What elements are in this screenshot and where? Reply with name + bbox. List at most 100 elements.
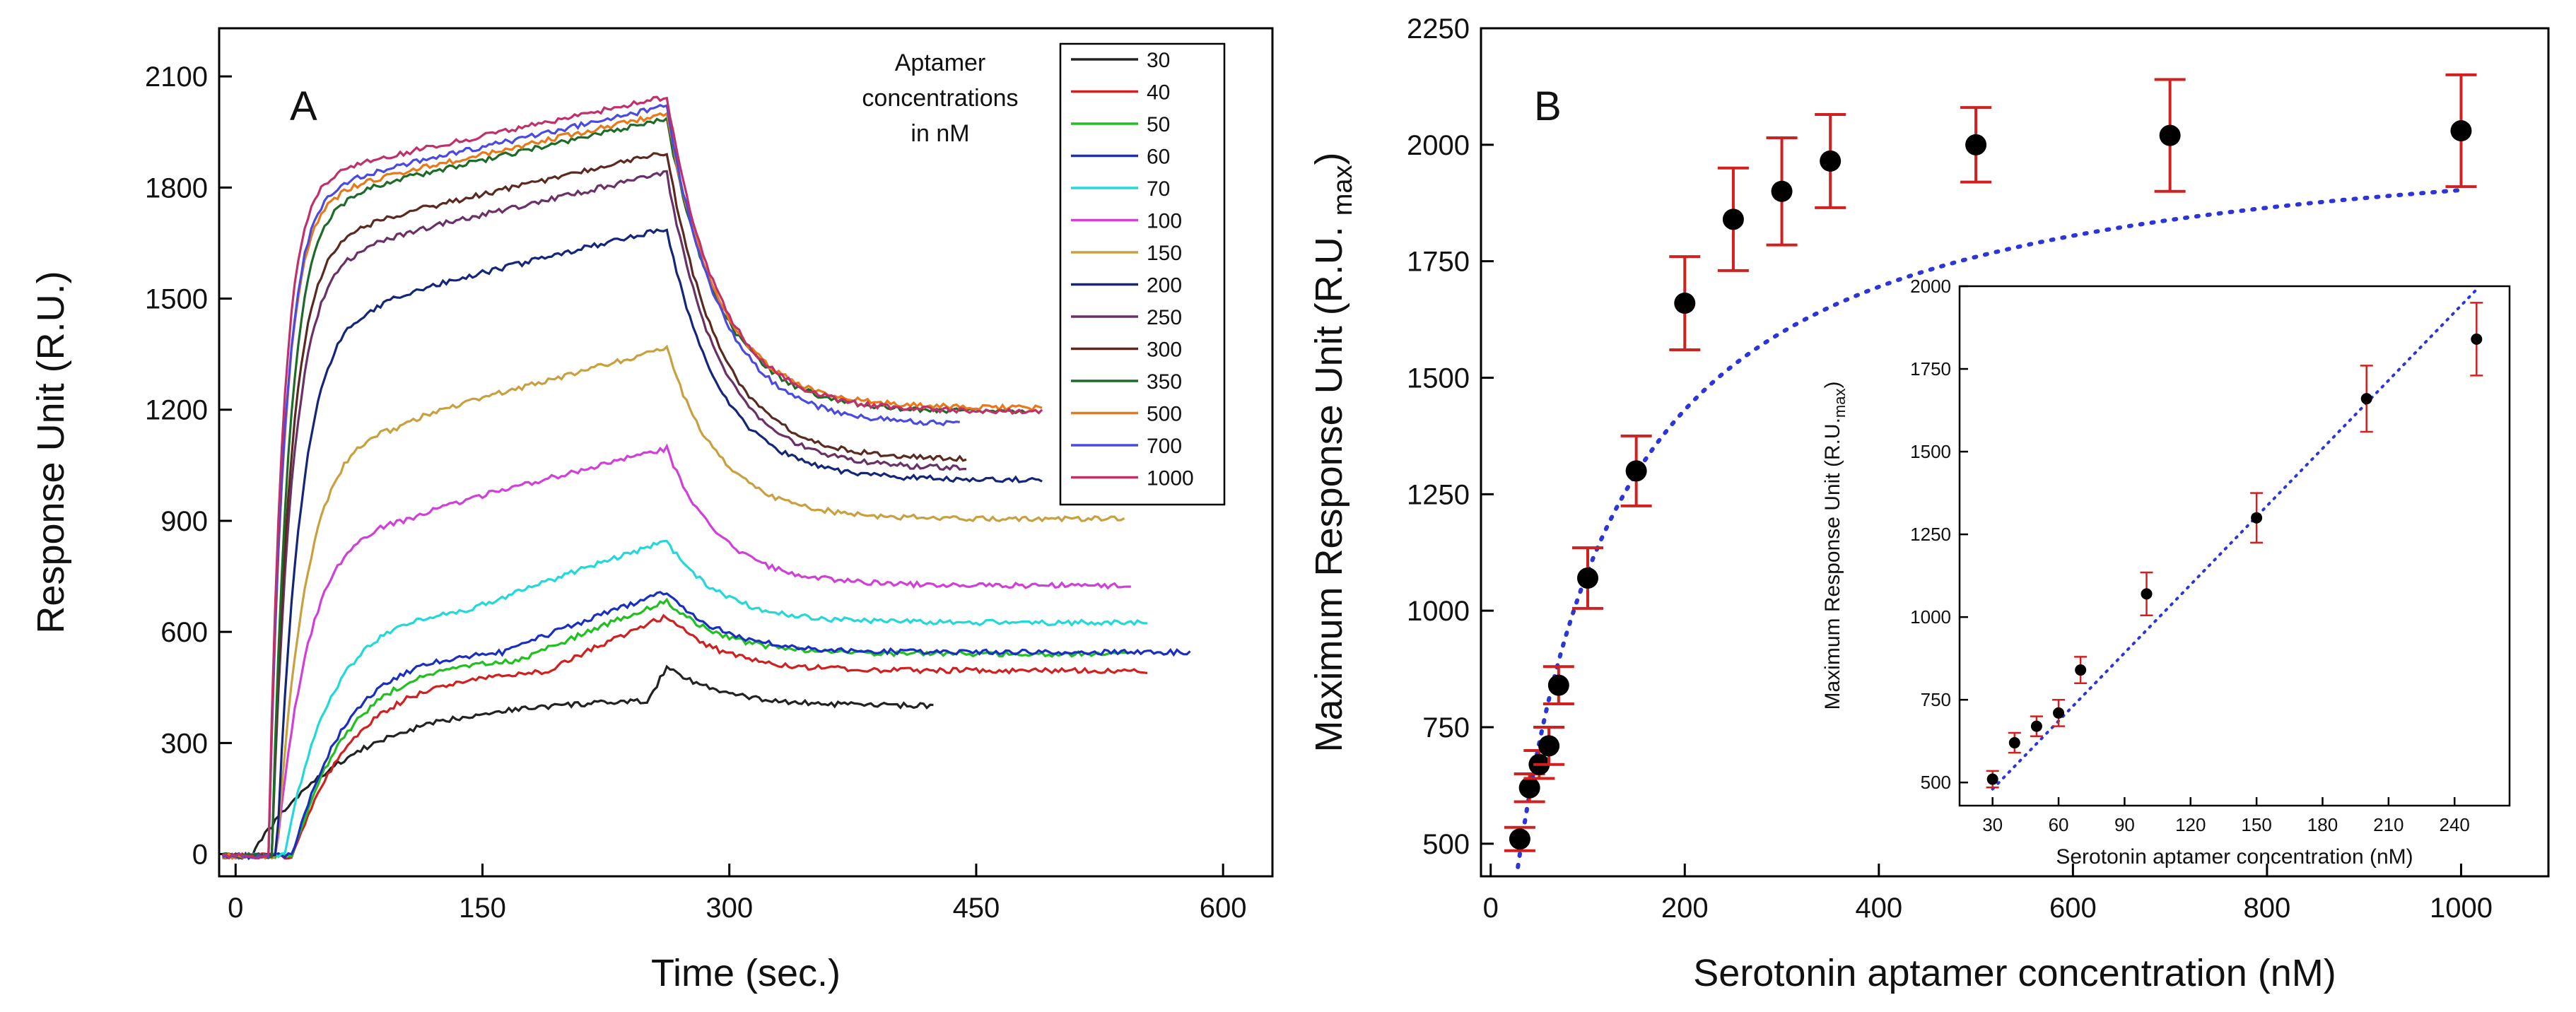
panel-b-y-tick-label: 2250 xyxy=(1407,13,1470,45)
inset-x-tick-label: 240 xyxy=(2440,814,2470,835)
panel-b-y-axis-label: Maximum Response Unit (R.U. max) xyxy=(1308,153,1358,753)
legend-label-40: 40 xyxy=(1147,81,1170,105)
panel-b-x-ticks: 0 200 400 600 800 1000 xyxy=(1483,864,2493,924)
panel-a-x-tick-label: 150 xyxy=(459,893,506,924)
panel-b-x-tick-label: 0 xyxy=(1483,893,1499,924)
panel-a-y-tick-label: 0 xyxy=(192,840,208,871)
series-line-300nM xyxy=(222,152,967,859)
series-line-1000nM xyxy=(221,95,1043,860)
legend-title-line-3: in nM xyxy=(911,120,969,147)
data-point-70nM xyxy=(1547,674,1569,696)
series-line-50nM xyxy=(222,597,1132,860)
legend-label-1000: 1000 xyxy=(1147,467,1194,490)
panel-a-series-lines xyxy=(221,95,1191,861)
data-point-300nM xyxy=(1771,180,1793,202)
legend-label-30: 30 xyxy=(1147,49,1170,72)
inset-x-tick-label: 210 xyxy=(2373,814,2404,835)
series-line-30nM xyxy=(222,664,934,859)
inset-data-point-50nM xyxy=(2030,720,2042,732)
inset-fit-line xyxy=(1991,288,2478,791)
series-line-60nM xyxy=(221,591,1191,861)
data-point-150nM xyxy=(1625,460,1647,482)
inset-y-tick-label: 500 xyxy=(1921,772,1951,793)
inset-plot-frame xyxy=(1958,285,2511,807)
inset-x-tick-label: 90 xyxy=(2114,814,2135,835)
inset-data-point-100nM xyxy=(2141,588,2153,600)
panel-b-inset-chart: 30 60 90 120 150 180 210 240 500 750 1000 1250 1500… xyxy=(1821,276,2511,869)
inset-y-ticks: 500 750 1000 1250 1500 1750 2000 xyxy=(1910,276,1968,793)
series-line-500nM xyxy=(221,111,1043,860)
panel-b-x-tick-label: 200 xyxy=(1661,893,1709,924)
data-point-250nM xyxy=(1722,208,1744,230)
panel-a-x-tick-label: 600 xyxy=(1200,893,1247,924)
panel-a-chart: A 0 150 300 450 600 0 300 600 900 1200 1500 1800 21… xyxy=(30,27,1274,994)
data-point-60nM xyxy=(1538,735,1560,757)
inset-y-tick-label: 1000 xyxy=(1910,606,1951,628)
panel-a-y-ticks: 0 300 600 900 1200 1500 1800 2100 xyxy=(145,61,232,871)
panel-a-x-axis-label: Time (sec.) xyxy=(651,952,841,994)
inset-x-tick-label: 120 xyxy=(2175,814,2206,835)
inset-y-tick-label: 2000 xyxy=(1910,276,1951,297)
inset-y-tick-label: 1500 xyxy=(1910,441,1951,462)
legend-label-500: 500 xyxy=(1147,403,1182,426)
panel-b-y-axis-label-close: ) xyxy=(1308,153,1350,165)
inset-data-point-30nM xyxy=(1986,773,1998,785)
series-line-700nM xyxy=(222,104,960,859)
panel-a-y-tick-label: 600 xyxy=(160,617,208,648)
panel-b-y-tick-label: 1500 xyxy=(1407,363,1470,394)
panel-b-y-tick-label: 750 xyxy=(1422,712,1470,743)
legend-title-line-2: concentrations xyxy=(862,85,1018,112)
legend-label-50: 50 xyxy=(1147,113,1170,136)
legend-label-300: 300 xyxy=(1147,339,1182,362)
panel-a-plot-frame xyxy=(218,27,1274,878)
panel-a-y-tick-label: 1200 xyxy=(145,395,208,426)
panel-a-x-tick-label: 0 xyxy=(228,893,243,924)
panel-a-y-tick-label: 300 xyxy=(160,728,208,759)
panel-b-x-tick-label: 1000 xyxy=(2430,893,2493,924)
legend-label-70: 70 xyxy=(1147,177,1170,201)
panel-b-y-tick-label: 1250 xyxy=(1407,479,1470,510)
data-point-40nM xyxy=(1518,777,1540,799)
inset-x-tick-label: 60 xyxy=(2049,814,2069,835)
series-line-40nM xyxy=(222,613,1148,860)
inset-data-point-60nM xyxy=(2053,707,2065,719)
inset-x-tick-label: 180 xyxy=(2307,814,2338,835)
data-point-1000nM xyxy=(2450,120,2472,142)
series-line-150nM xyxy=(222,344,1125,859)
legend-label-350: 350 xyxy=(1147,370,1182,394)
inset-data-point-40nM xyxy=(2008,737,2020,749)
panel-a-letter: A xyxy=(290,83,317,129)
data-point-350nM xyxy=(1820,150,1842,172)
panel-a-y-tick-label: 1800 xyxy=(145,172,208,204)
inset-x-tick-label: 30 xyxy=(1982,814,2003,835)
panel-b-data-points xyxy=(1504,73,2477,852)
panel-a-y-tick-label: 2100 xyxy=(145,61,208,93)
panel-a-y-tick-label: 1500 xyxy=(145,284,208,315)
legend-label-100: 100 xyxy=(1147,210,1182,233)
inset-y-tick-label: 1750 xyxy=(1910,358,1951,380)
panel-b-y-tick-label: 2000 xyxy=(1407,130,1470,161)
series-line-70nM xyxy=(221,539,1148,860)
panel-b-y-axis-label-main: Maximum Response Unit (R.U. xyxy=(1308,216,1350,752)
legend-label-200: 200 xyxy=(1147,274,1182,298)
panel-b-y-tick-label: 500 xyxy=(1422,829,1470,860)
series-line-200nM xyxy=(221,228,1043,860)
legend-label-60: 60 xyxy=(1147,146,1170,169)
data-point-500nM xyxy=(1965,134,1987,155)
inset-y-axis-label-sub: max xyxy=(1831,389,1849,418)
inset-y-axis-label-close: ) xyxy=(1821,382,1844,389)
panel-b-chart: B 0 200 400 600 800 1000 500 750 1000 1250 1500 17… xyxy=(1308,13,2550,994)
legend-title-line-1: Aptamer xyxy=(895,49,986,76)
inset-y-axis-label: Maximum Response Unit (R.U.max) xyxy=(1821,382,1849,710)
panel-a-x-tick-label: 450 xyxy=(953,893,1000,924)
panel-b-y-axis-label-sub: max xyxy=(1328,165,1358,216)
inset-x-ticks: 30 60 90 120 150 180 210 240 xyxy=(1982,797,2470,835)
data-point-100nM xyxy=(1577,567,1598,589)
panel-a-y-tick-label: 900 xyxy=(160,506,208,537)
panel-b-x-tick-label: 400 xyxy=(1855,893,1902,924)
inset-data-point-70nM xyxy=(2075,664,2087,676)
panel-b-fit-curve xyxy=(1516,188,2461,869)
inset-data-point-200nM xyxy=(2360,393,2372,405)
panel-b-plot-frame xyxy=(1480,27,2550,878)
